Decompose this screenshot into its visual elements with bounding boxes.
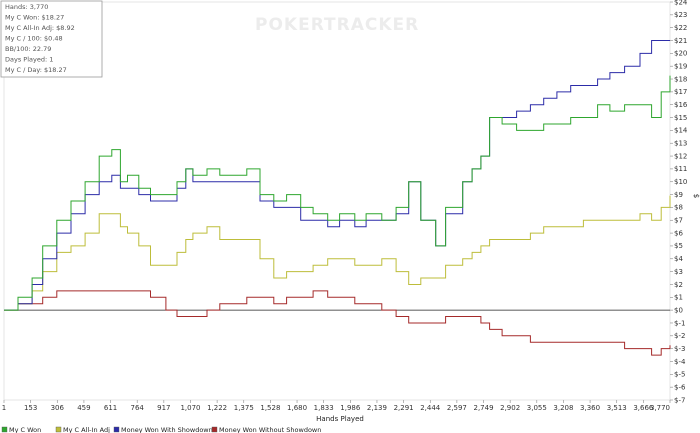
y-tick-label: $-1 xyxy=(674,319,685,327)
x-tick-label: 459 xyxy=(77,404,90,412)
y-tick-label: $21 xyxy=(674,37,687,45)
y-tick-label: $11 xyxy=(674,165,687,173)
y-tick-label: $9 xyxy=(674,191,683,199)
legend-swatch xyxy=(211,426,218,433)
legend-swatch xyxy=(113,426,120,433)
x-tick-label: 3,208 xyxy=(553,404,573,412)
y-tick-label: $4 xyxy=(674,255,683,263)
stat-line: Hands: 3,770 xyxy=(5,3,48,11)
y-tick-label: $6 xyxy=(674,229,683,237)
plot-area xyxy=(3,1,671,401)
y-tick-label: $14 xyxy=(674,127,688,135)
x-tick-label: 1,222 xyxy=(207,404,227,412)
series-layer xyxy=(4,40,671,356)
x-tick-label: 611 xyxy=(104,404,117,412)
legend-item: Money Won Without Showdown xyxy=(211,426,321,433)
legend: My C Won My C All-In Adj Money Won With Sh… xyxy=(1,426,321,433)
x-tick-label: 2,597 xyxy=(447,404,467,412)
y-axis-title: $ xyxy=(692,194,700,198)
y-tick-label: $-4 xyxy=(674,358,686,366)
legend-label: Money Won Without Showdown xyxy=(219,426,321,433)
y-tick-label: $-2 xyxy=(674,332,685,340)
x-tick-label: 1,528 xyxy=(260,404,280,412)
series-line-my-c-all-in-adj xyxy=(4,195,671,311)
y-tick-label: $20 xyxy=(674,50,687,58)
x-tick-label: 1,680 xyxy=(287,404,307,412)
x-tick-label: 764 xyxy=(131,404,145,412)
stat-line: My C / 100: $0.48 xyxy=(5,35,63,43)
y-tick-label: $-7 xyxy=(674,396,685,404)
y-tick-label: $1 xyxy=(674,294,683,302)
x-tick-label: 2,902 xyxy=(500,404,520,412)
y-axis: $-7 $-6 $-5 $-4 $-3 $-2 $-1 $0 $1 $2 $3 $4 $5 $6 $7 $8 $… xyxy=(670,0,688,404)
y-tick-label: $7 xyxy=(674,217,683,225)
x-tick-label: 1,070 xyxy=(180,404,200,412)
stat-line: My C / Day: $18.27 xyxy=(5,66,67,74)
y-tick-label: $10 xyxy=(674,178,687,186)
y-tick-label: $-5 xyxy=(674,371,685,379)
x-tick-label: 3,055 xyxy=(527,404,547,412)
x-tick-label: 1,833 xyxy=(314,404,334,412)
x-tick-label: 3,770 xyxy=(650,404,670,412)
y-tick-label: $24 xyxy=(674,0,688,6)
y-tick-label: $23 xyxy=(674,11,687,19)
stat-line: My C All-In Adj: $8.92 xyxy=(5,24,75,32)
x-tick-label: 3,513 xyxy=(607,404,627,412)
x-tick-label: 1,375 xyxy=(234,404,254,412)
series-line-won-with-showdown xyxy=(4,40,670,311)
stat-line: My C Won: $18.27 xyxy=(5,14,64,22)
series-line-my-c-won xyxy=(4,75,671,311)
x-tick-label: 306 xyxy=(51,404,65,412)
y-tick-label: $12 xyxy=(674,152,687,160)
x-axis-title: Hands Played xyxy=(316,415,364,423)
x-tick-label: 153 xyxy=(24,404,37,412)
y-tick-label: $18 xyxy=(674,75,687,83)
stats-box: Hands: 3,770 My C Won: $18.27 My C All-In … xyxy=(0,0,103,78)
legend-label: Money Won With Showdown xyxy=(121,426,213,433)
stat-line: BB/100: 22.79 xyxy=(5,45,51,53)
x-tick-label: 2,139 xyxy=(367,404,387,412)
y-tick-label: $2 xyxy=(674,281,683,289)
y-tick-label: $16 xyxy=(674,101,688,109)
x-tick-label: 3,360 xyxy=(580,404,600,412)
series-line-won-without-showdown xyxy=(4,290,671,356)
y-tick-label: $5 xyxy=(674,242,683,250)
stat-line: Days Played: 1 xyxy=(5,56,53,64)
y-tick-label: $19 xyxy=(674,62,687,70)
legend-item: My C Won xyxy=(1,426,41,433)
y-tick-label: $17 xyxy=(674,88,687,96)
legend-item: Money Won With Showdown xyxy=(113,426,213,433)
y-tick-label: $3 xyxy=(674,268,683,276)
y-tick-label: $8 xyxy=(674,204,683,212)
x-tick-label: 917 xyxy=(157,404,170,412)
x-tick-label: 3,666 xyxy=(633,404,654,412)
legend-swatch xyxy=(55,426,62,433)
x-tick-label: 2,444 xyxy=(420,404,441,412)
plot-border xyxy=(3,1,671,401)
x-tick-label: 2,749 xyxy=(473,404,493,412)
y-tick-label: $-6 xyxy=(674,383,686,391)
y-tick-label: $0 xyxy=(674,306,683,314)
y-tick-label: $22 xyxy=(674,24,687,32)
legend-item: My C All-In Adj xyxy=(55,426,110,433)
x-tick-label: 1,986 xyxy=(340,404,361,412)
x-axis: 1 153 306 459 611 764 917 1,070 1,222 1,375 1,528 1… xyxy=(2,400,671,412)
x-tick-label: 1 xyxy=(2,404,6,412)
y-tick-label: $-3 xyxy=(674,345,685,353)
y-tick-label: $13 xyxy=(674,140,687,148)
legend-label: My C Won xyxy=(9,426,41,433)
x-tick-label: 2,291 xyxy=(394,404,414,412)
legend-swatch xyxy=(1,426,8,433)
y-tick-label: $15 xyxy=(674,114,687,122)
watermark-logo: POKERTRACKER xyxy=(255,15,419,35)
legend-label: My C All-In Adj xyxy=(63,426,110,433)
